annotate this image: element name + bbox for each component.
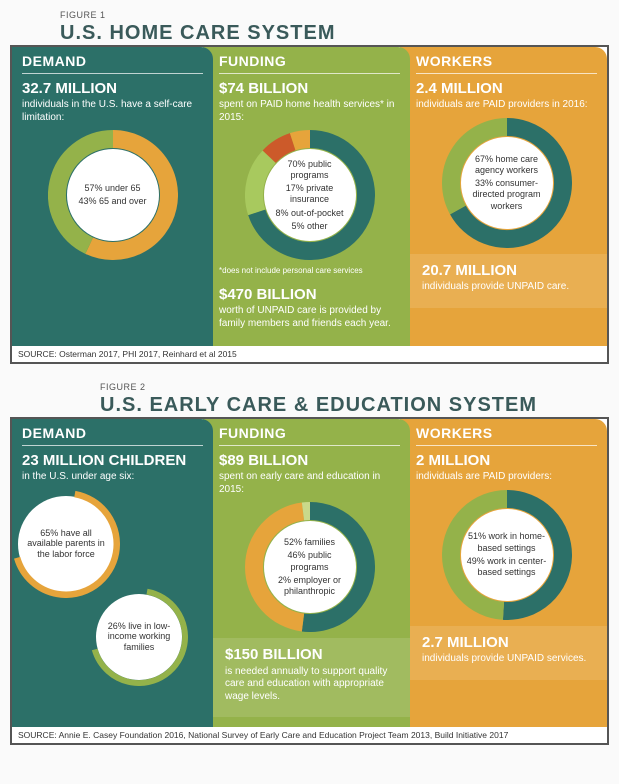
fig2-workers-secondary: 2.7 MILLION individuals provide UNPAID s… — [406, 626, 607, 680]
fig2-funding-secondary: $150 BILLION is needed annually to suppo… — [209, 638, 410, 717]
fig1-funding-subtext: spent on PAID home health services* in 2… — [219, 99, 400, 124]
figure1-label: FIGURE 1 — [60, 10, 609, 20]
fig2-demand-subtext: in the U.S. under age six: — [22, 471, 203, 484]
fig1-demand-donut: 57% under 6543% 65 and over — [48, 130, 178, 260]
fig1-demand-headline: 32.7 MILLION — [22, 80, 203, 97]
figure2-columns: DEMAND 23 MILLION CHILDREN in the U.S. u… — [12, 419, 607, 727]
fig2-funding-subtext: spent on early care and education in 201… — [219, 471, 400, 496]
figure2-box: DEMAND 23 MILLION CHILDREN in the U.S. u… — [10, 417, 609, 745]
fig1-demand-donut-wrap: 57% under 6543% 65 and over — [22, 130, 203, 260]
figure1-box: DEMAND 32.7 MILLION individuals in the U… — [10, 45, 609, 364]
fig1-workers-donut: 67% home care agency workers33% consumer… — [442, 118, 572, 248]
fig1-workers-header: WORKERS — [416, 53, 597, 74]
fig1-workers-headline: 2.4 MILLION — [416, 80, 597, 97]
figure2-label: FIGURE 2 — [100, 382, 609, 392]
fig1-funding-sec-text: worth of UNPAID care is provided by fami… — [219, 305, 400, 330]
fig2-workers-donut: 51% work in home-based settings49% work … — [442, 490, 572, 620]
figure2-source: SOURCE: Annie E. Casey Foundation 2016, … — [12, 727, 607, 743]
fig1-funding-secondary: $470 BILLION worth of UNPAID care is pro… — [219, 282, 400, 330]
fig2-bubble1: 65% have all available parents in the la… — [18, 496, 114, 592]
fig2-workers-donut-wrap: 51% work in home-based settings49% work … — [416, 490, 597, 620]
fig1-workers-donut-wrap: 67% home care agency workers33% consumer… — [416, 118, 597, 248]
figure1-title: U.S. HOME CARE SYSTEM — [60, 22, 609, 45]
fig1-demand-subtext: individuals in the U.S. have a self-care… — [22, 99, 203, 124]
fig2-funding-headline: $89 BILLION — [219, 452, 400, 469]
fig2-demand-col: DEMAND 23 MILLION CHILDREN in the U.S. u… — [12, 419, 213, 727]
fig1-workers-sec-headline: 20.7 MILLION — [422, 262, 597, 279]
fig2-funding-header: FUNDING — [219, 425, 400, 446]
fig1-workers-col: WORKERS 2.4 MILLION individuals are PAID… — [400, 47, 607, 346]
fig1-demand-header: DEMAND — [22, 53, 203, 74]
fig2-workers-sec-text: individuals provide UNPAID services. — [422, 653, 597, 666]
figure1-source: SOURCE: Osterman 2017, PHI 2017, Reinhar… — [12, 346, 607, 362]
fig1-demand-col: DEMAND 32.7 MILLION individuals in the U… — [12, 47, 213, 346]
fig2-workers-header: WORKERS — [416, 425, 597, 446]
fig1-workers-secondary: 20.7 MILLION individuals provide UNPAID … — [406, 254, 607, 308]
fig1-workers-subtext: individuals are PAID providers in 2016: — [416, 99, 597, 112]
fig1-funding-sec-headline: $470 BILLION — [219, 286, 400, 303]
figure2-title: U.S. EARLY CARE & EDUCATION SYSTEM — [100, 394, 609, 417]
fig1-funding-col: FUNDING $74 BILLION spent on PAID home h… — [203, 47, 410, 346]
fig2-funding-sec-headline: $150 BILLION — [225, 646, 400, 663]
fig2-demand-header: DEMAND — [22, 425, 203, 446]
fig2-demand-headline: 23 MILLION CHILDREN — [22, 452, 203, 469]
fig2-funding-donut-wrap: 52% families46% public programs2% employ… — [219, 502, 400, 632]
fig2-funding-sec-text: is needed annually to support quality ca… — [225, 666, 400, 704]
fig1-funding-headline: $74 BILLION — [219, 80, 400, 97]
fig2-bubble2: 26% live in low-income working families — [96, 594, 182, 680]
fig2-workers-subtext: individuals are PAID providers: — [416, 471, 597, 484]
fig2-demand-bubbles: 65% have all available parents in the la… — [22, 490, 203, 690]
fig2-workers-sec-headline: 2.7 MILLION — [422, 634, 597, 651]
fig1-funding-footnote: *does not include personal care services — [219, 266, 400, 276]
fig2-funding-col: FUNDING $89 BILLION spent on early care … — [203, 419, 410, 727]
fig2-funding-donut: 52% families46% public programs2% employ… — [245, 502, 375, 632]
fig1-workers-sec-text: individuals provide UNPAID care. — [422, 281, 597, 294]
fig1-funding-donut-wrap: 70% public programs17% private insurance… — [219, 130, 400, 260]
fig2-workers-col: WORKERS 2 MILLION individuals are PAID p… — [400, 419, 607, 727]
fig1-funding-header: FUNDING — [219, 53, 400, 74]
fig1-funding-donut: 70% public programs17% private insurance… — [245, 130, 375, 260]
fig2-workers-headline: 2 MILLION — [416, 452, 597, 469]
figure1-columns: DEMAND 32.7 MILLION individuals in the U… — [12, 47, 607, 346]
